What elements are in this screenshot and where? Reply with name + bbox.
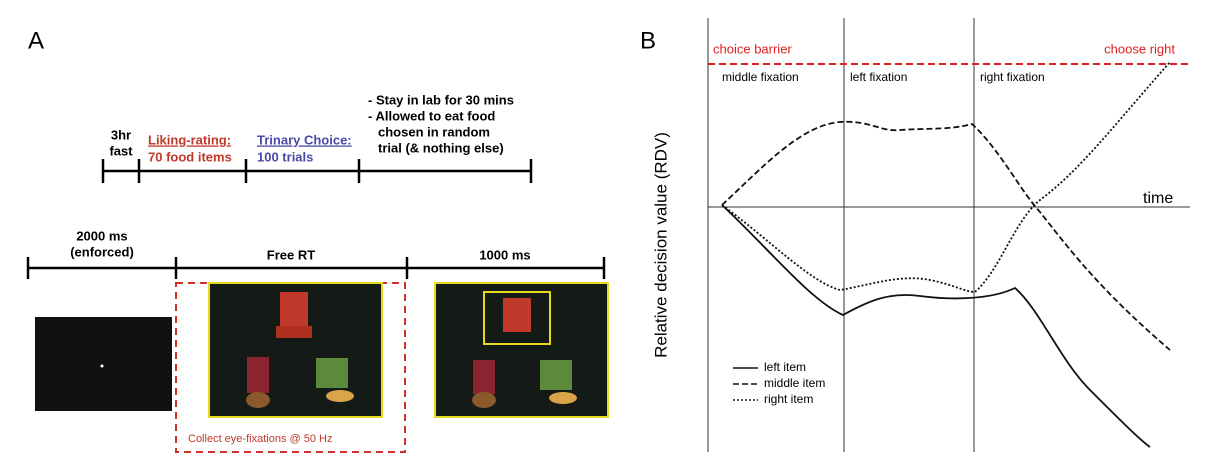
phase-label: Free RT	[267, 247, 315, 262]
fixation-screen	[35, 317, 172, 411]
liking-detail: 70 food items	[148, 149, 232, 164]
barrier-label: choose right	[1104, 41, 1175, 56]
trial-timeline	[26, 257, 606, 279]
rdv-curves	[721, 61, 1171, 448]
legend-label: left item	[764, 360, 806, 374]
after-text: - Allowed to eat food	[368, 108, 495, 123]
after-text: - Stay in lab for 30 mins	[368, 92, 514, 107]
panel-label: A	[28, 27, 44, 54]
choice-title: Trinary Choice:	[257, 132, 352, 147]
barrier-label: choice barrier	[713, 41, 792, 56]
fast-label: fast	[109, 143, 133, 158]
fixation-dot	[100, 364, 104, 368]
fast-label: 3hr	[111, 127, 131, 142]
legend-label: middle item	[764, 376, 825, 390]
choice-screen	[208, 282, 383, 418]
after-text: trial (& nothing else)	[378, 140, 504, 155]
liking-title: Liking-rating:	[148, 132, 231, 147]
legend	[733, 367, 758, 401]
axes	[707, 18, 1190, 452]
note: Collect eye-fixations @ 50 Hz	[188, 433, 332, 445]
fixation-label: right fixation	[980, 70, 1045, 84]
phase-label: 2000 ms	[76, 228, 127, 243]
panel-label: B	[640, 27, 656, 54]
fixation-label: left fixation	[850, 70, 907, 84]
choice-detail: 100 trials	[257, 149, 313, 164]
feedback-screen	[434, 282, 609, 418]
legend-label: right item	[764, 392, 813, 406]
fixation-label: middle fixation	[722, 70, 799, 84]
x-label: time	[1143, 190, 1173, 207]
after-text: chosen in random	[378, 124, 490, 139]
y-label: Relative decision value (RDV)	[651, 132, 670, 358]
phase-label: 1000 ms	[479, 247, 530, 262]
study-timeline	[101, 159, 533, 183]
phase-label: (enforced)	[70, 244, 134, 259]
